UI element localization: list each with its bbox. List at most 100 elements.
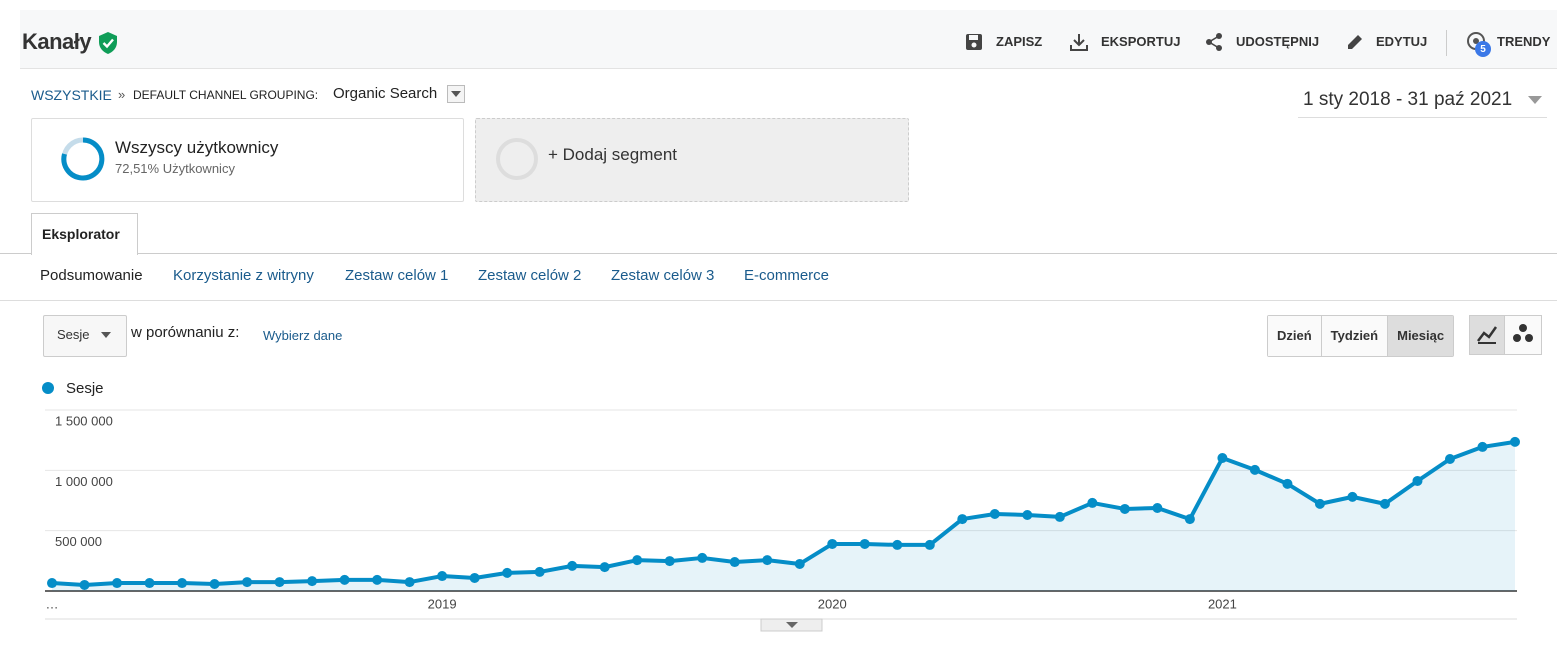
subtab[interactable]: E-commerce (744, 267, 830, 284)
data-point (177, 578, 188, 589)
page-title: Kanały (22, 29, 92, 54)
data-point (599, 562, 610, 573)
data-point (209, 579, 220, 590)
edit-icon[interactable] (1345, 32, 1365, 52)
data-point (534, 566, 545, 577)
compare-link[interactable]: Wybierz dane (263, 328, 343, 343)
subtab[interactable]: Korzystanie z witryny (173, 267, 314, 284)
x-tick-label: … (46, 596, 59, 611)
data-point (632, 555, 643, 566)
data-point (1054, 511, 1065, 522)
data-point (112, 578, 123, 589)
data-point (924, 539, 935, 550)
period-button[interactable]: Dzień (1268, 316, 1321, 356)
data-point (1412, 475, 1423, 486)
data-point (729, 557, 740, 568)
data-point (274, 577, 285, 588)
data-point (989, 509, 1000, 520)
export-icon[interactable] (1069, 32, 1089, 52)
data-point (957, 514, 968, 525)
chart: 500 000 1 000 000 1 500 000 … 2019 2020 2021 Se… (42, 380, 1520, 632)
data-point (1087, 497, 1098, 508)
breadcrumb-link[interactable]: WSZYSTKIE (31, 87, 112, 103)
y-tick-label: 500 000 (55, 534, 102, 549)
subtab-line (0, 300, 1557, 301)
data-point (1119, 503, 1130, 514)
date-range[interactable]: 1 sty 2018 - 31 paź 2021 (1303, 89, 1513, 110)
subtab[interactable]: Zestaw celów 1 (345, 267, 449, 284)
line-icon (1477, 326, 1498, 344)
data-point (1347, 491, 1358, 502)
period-button[interactable]: Miesiąc (1387, 316, 1454, 356)
data-point (697, 552, 708, 563)
action-button[interactable]: ZAPISZ (996, 34, 1043, 49)
metric-arrow (101, 332, 111, 338)
trends-badge: 5 (1480, 44, 1486, 55)
subtab[interactable]: Zestaw celów 2 (478, 267, 582, 284)
data-point (1314, 498, 1325, 509)
data-point (892, 539, 903, 550)
motion-icon (1513, 324, 1533, 342)
subtab: Podsumowanie (40, 267, 143, 284)
data-point (79, 579, 90, 590)
segment-name: Wszyscy użytkownicy (115, 138, 279, 157)
data-point (1249, 464, 1260, 475)
tab-label[interactable]: Eksplorator (42, 226, 120, 242)
data-point (1282, 478, 1293, 489)
tab-line (0, 253, 1557, 254)
tab-active[interactable] (31, 213, 138, 255)
data-point (47, 578, 57, 589)
add-segment-ring (496, 138, 538, 180)
data-point (1152, 502, 1163, 513)
data-point (1477, 441, 1488, 452)
data-point (469, 572, 480, 583)
trends-icon[interactable] (1464, 30, 1494, 60)
metric-label: Sesje (57, 327, 90, 342)
y-tick-label: 1 500 000 (55, 413, 113, 428)
header-bar (20, 10, 1557, 69)
data-point (502, 567, 513, 578)
area-fill (52, 441, 1515, 591)
chart-type-motion[interactable] (1504, 315, 1542, 355)
share-icon[interactable] (1204, 32, 1224, 52)
data-point (827, 538, 838, 549)
compare-label: w porównaniu z: (131, 324, 240, 341)
dropdown-arrow (451, 91, 461, 97)
period-button[interactable]: Tydzień (1320, 316, 1388, 356)
add-segment-label[interactable]: + Dodaj segment (548, 145, 677, 164)
data-point (1379, 498, 1390, 509)
segment-ring (61, 137, 105, 181)
save-icon[interactable] (964, 32, 984, 52)
data-point (404, 577, 415, 588)
metric-select[interactable] (43, 315, 127, 357)
data-point (794, 558, 805, 569)
y-tick-label: 1 000 000 (55, 474, 113, 489)
date-arrow[interactable] (1528, 96, 1542, 104)
data-point (859, 538, 870, 549)
x-tick-label: 2019 (428, 596, 457, 611)
subtab[interactable]: Zestaw celów 3 (611, 267, 715, 284)
legend-marker (42, 382, 54, 394)
legend-label: Sesje (66, 380, 104, 397)
data-point (1184, 514, 1195, 525)
verified-icon (99, 32, 117, 54)
action-button[interactable]: EDYTUJ (1376, 34, 1428, 49)
data-point (1444, 453, 1455, 464)
action-button[interactable]: UDOSTĘPNIJ (1236, 34, 1320, 49)
data-point (567, 560, 578, 571)
data-point (1510, 436, 1520, 447)
breadcrumb-separator: » (118, 87, 126, 102)
add-segment-card[interactable] (475, 118, 909, 202)
chart-type-line[interactable] (1469, 315, 1506, 355)
data-point (762, 555, 773, 566)
data-point (1022, 509, 1033, 520)
data-point (1217, 453, 1228, 464)
action-button[interactable]: EKSPORTUJ (1101, 34, 1181, 49)
series-line (51, 439, 1516, 587)
data-point (664, 556, 675, 567)
x-tick-label: 2021 (1208, 596, 1237, 611)
action-button[interactable]: TRENDY (1497, 34, 1551, 49)
breadcrumb-label: DEFAULT CHANNEL GROUPING: (133, 88, 319, 102)
data-point (144, 578, 155, 589)
